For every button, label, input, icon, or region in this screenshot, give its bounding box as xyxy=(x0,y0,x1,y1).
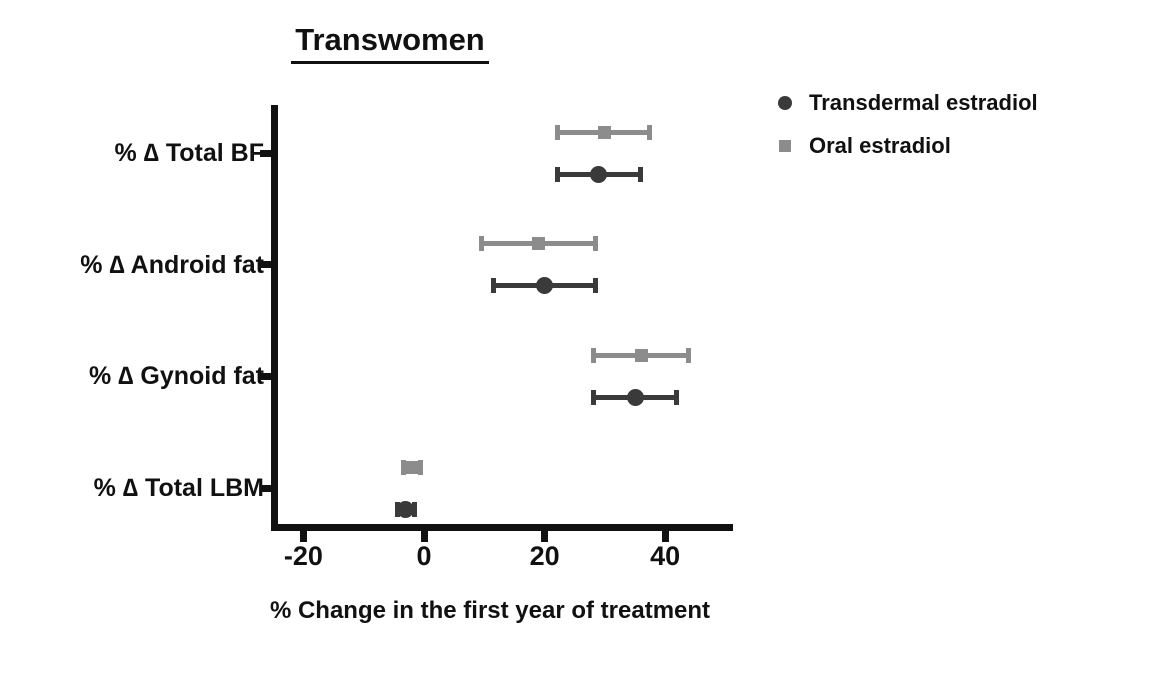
x-axis-label: % Change in the first year of treatment xyxy=(269,597,711,624)
error-bar-cap-high xyxy=(411,501,417,517)
error-bar-cap-high xyxy=(674,389,680,405)
x-tick-label: 0 xyxy=(416,541,432,571)
y-category-label: % ∆ Total LBM xyxy=(93,474,264,503)
legend-item-transdermal: Transdermal estradiol xyxy=(778,86,1038,120)
x-axis xyxy=(271,524,733,531)
legend-label-transdermal: Transdermal estradiol xyxy=(809,90,1038,115)
error-bar-cap-low xyxy=(394,501,400,517)
data-point-circle xyxy=(397,500,415,518)
data-point-square xyxy=(532,237,546,251)
circle-marker-icon xyxy=(778,96,792,110)
data-point-square xyxy=(405,460,419,474)
chart-title: Transwomen xyxy=(230,22,550,64)
error-bar-cap-low xyxy=(554,166,560,182)
x-tick-label: 40 xyxy=(650,541,681,571)
y-axis-tick xyxy=(260,484,272,492)
error-bar-cap-high xyxy=(592,278,598,294)
error-bar-cap-high xyxy=(686,347,692,363)
y-axis-tick xyxy=(260,149,272,157)
error-bar-cap-high xyxy=(592,236,598,252)
y-axis-tick xyxy=(260,261,272,269)
data-point-circle xyxy=(626,388,644,406)
error-bar-cap-low xyxy=(479,236,485,252)
x-axis-tick xyxy=(661,531,669,542)
data-point-circle xyxy=(590,165,608,183)
error-bar-cap-high xyxy=(647,124,653,140)
square-marker-icon xyxy=(779,140,791,152)
x-axis-tick xyxy=(541,531,549,542)
legend-item-oral: Oral estradiol xyxy=(778,129,1038,163)
chart-title-text: Transwomen xyxy=(291,22,489,64)
error-bar-cap-low xyxy=(590,389,596,405)
x-axis-tick xyxy=(299,531,307,542)
error-bar-cap-high xyxy=(417,459,423,475)
error-bar-cap-high xyxy=(638,166,644,182)
data-point-square xyxy=(598,125,612,139)
error-bar-cap-low xyxy=(400,459,406,475)
legend: Transdermal estradiol Oral estradiol xyxy=(778,86,1038,172)
y-category-label: % ∆ Total BF xyxy=(114,139,264,167)
x-axis-tick xyxy=(420,531,428,542)
error-bar-cap-low xyxy=(491,278,497,294)
legend-label-oral: Oral estradiol xyxy=(809,133,951,158)
x-tick-label: -20 xyxy=(283,541,323,571)
x-tick-label: 20 xyxy=(529,541,560,571)
data-point-square xyxy=(634,348,648,362)
data-point-circle xyxy=(536,277,554,295)
y-category-label: % ∆ Android fat xyxy=(80,250,264,279)
y-axis xyxy=(271,105,278,531)
y-axis-tick xyxy=(260,372,272,380)
y-category-label: % ∆ Gynoid fat xyxy=(88,362,264,391)
error-bar-cap-low xyxy=(590,347,596,363)
error-bar-cap-low xyxy=(554,124,560,140)
